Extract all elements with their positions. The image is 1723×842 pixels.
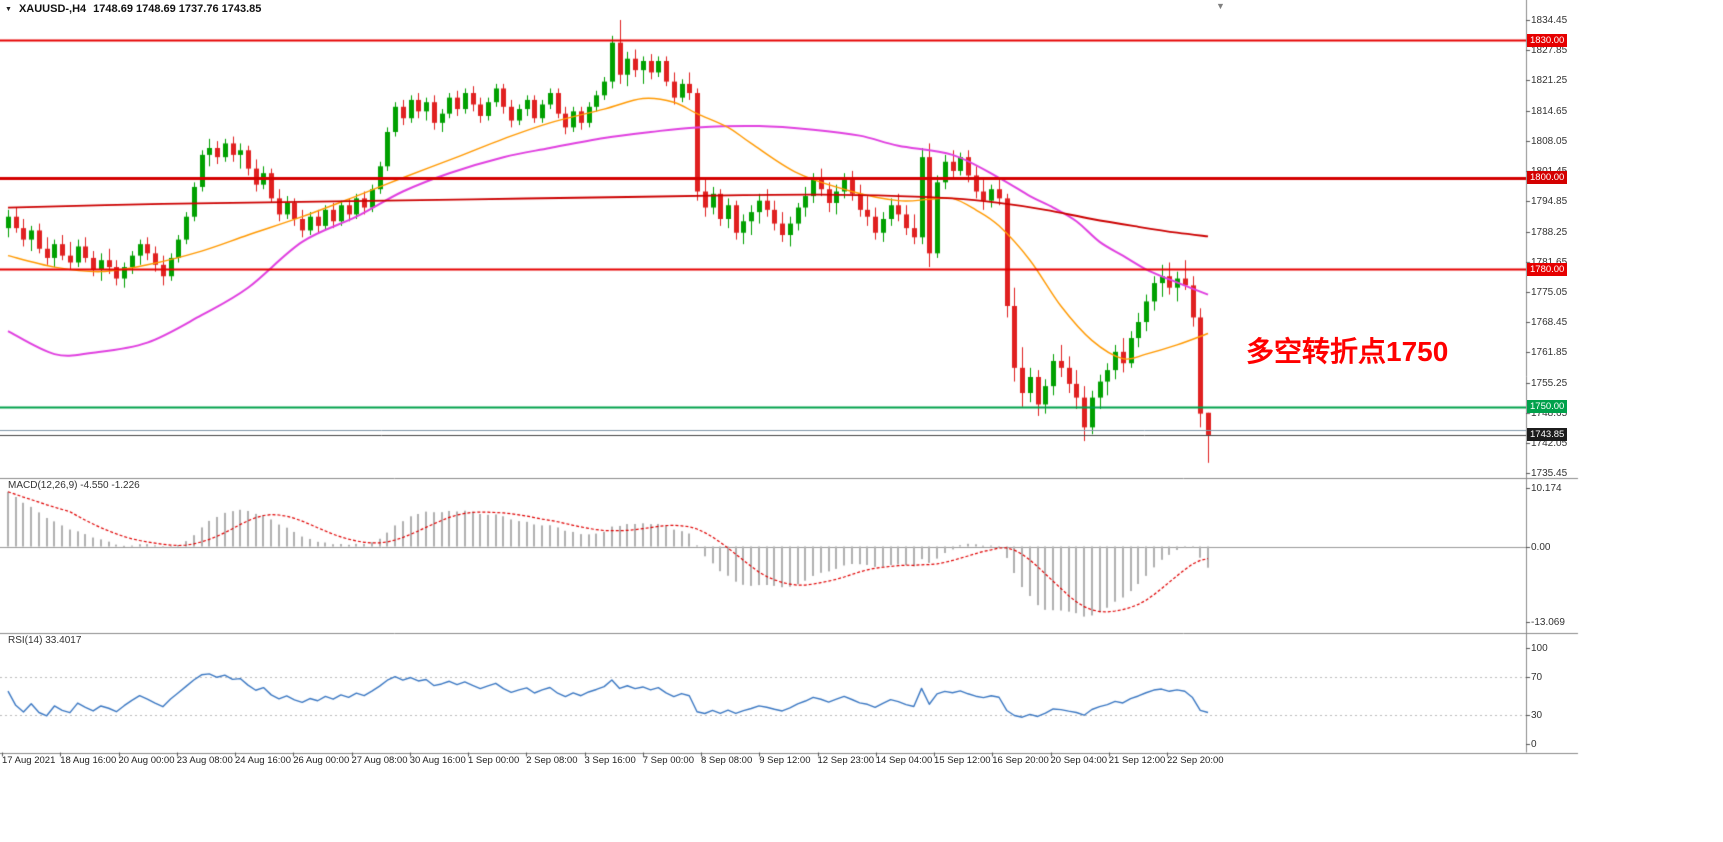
- symbol-dropdown-icon: ▼: [5, 5, 12, 13]
- symbol-timeframe-label: XAUUSD-,H4: [18, 3, 87, 15]
- time-axis[interactable]: [0, 753, 1580, 775]
- chart-header: ▼ XAUUSD-,H4 1748.69 1748.69 1737.76 174…: [5, 3, 261, 15]
- annotation-text: 多空转折点1750: [1246, 336, 1449, 367]
- chart-shift-marker-icon[interactable]: ▼: [1216, 1, 1225, 11]
- rsi-indicator-label: RSI(14) 33.4017: [8, 635, 82, 646]
- macd-indicator-label: MACD(12,26,9) -4.550 -1.226: [8, 480, 140, 491]
- price-axis[interactable]: [1526, 0, 1580, 752]
- ohlc-values: 1748.69 1748.69 1737.76 1743.85: [93, 3, 262, 15]
